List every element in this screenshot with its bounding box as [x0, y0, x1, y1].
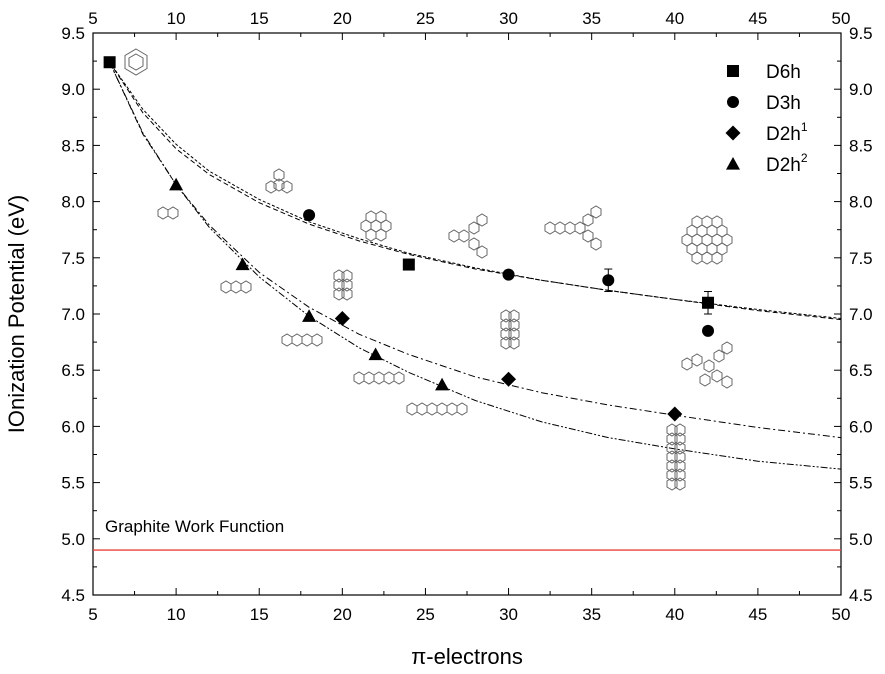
x-top-tick-label: 30	[499, 9, 518, 28]
naphthalene-molecule-icon	[157, 206, 179, 220]
y-tick-label: 5.0	[61, 530, 85, 549]
x-top-tick-label: 40	[665, 9, 684, 28]
fit-curves	[109, 61, 842, 470]
data-point-triangle	[368, 347, 383, 361]
y-tick-label: 7.5	[61, 249, 85, 268]
data-point-diamond	[667, 406, 683, 422]
coronene-molecule-icon	[360, 210, 392, 242]
y-tick-label: 9.5	[61, 24, 85, 43]
data-markers	[103, 56, 715, 422]
axis-ticks: 551010151520202525303035354040454550504.…	[61, 9, 872, 624]
branched-pah-molecule-icon	[448, 213, 488, 259]
y-tick-label: 9.0	[61, 80, 85, 99]
x-axis-title: π-electrons	[411, 644, 523, 669]
x-tick-label: 45	[748, 605, 767, 624]
legend-marker-triangle	[726, 157, 740, 170]
y-right-tick-label: 7.0	[849, 305, 873, 324]
fit-curve-dashed	[109, 61, 842, 321]
large-disc-pah-molecule-icon	[681, 215, 733, 265]
y-right-tick-label: 5.0	[849, 530, 873, 549]
x-top-tick-label: 35	[582, 9, 601, 28]
plot-frame	[92, 32, 842, 596]
data-point-circle	[602, 274, 615, 287]
molecule-sketches	[124, 48, 733, 491]
y-right-tick-label: 4.5	[849, 586, 873, 605]
x-tick-label: 40	[665, 605, 684, 624]
y-right-tick-label: 9.5	[849, 24, 873, 43]
legend-marker-diamond	[725, 125, 741, 141]
y-tick-label: 5.5	[61, 474, 85, 493]
y-tick-label: 7.0	[61, 305, 85, 324]
legend-label: D2h2	[766, 151, 808, 176]
y-right-tick-label: 6.5	[849, 361, 873, 380]
legend-label-superscript: 1	[801, 120, 808, 134]
anthracene-molecule-icon	[220, 280, 252, 294]
pentacene-molecule-icon	[353, 371, 405, 385]
y-right-tick-label: 5.5	[849, 474, 873, 493]
dibenzopyrene-molecule-icon	[333, 269, 353, 301]
data-point-square	[103, 56, 116, 69]
star-pah-molecule-icon	[544, 205, 602, 251]
legend: D6h D3h D2h1 D2h2	[725, 62, 808, 176]
y-tick-label: 8.0	[61, 193, 85, 212]
y-tick-label: 4.5	[61, 586, 85, 605]
x-top-tick-label: 45	[748, 9, 767, 28]
data-point-diamond	[334, 310, 350, 326]
tetracene-molecule-icon	[281, 333, 323, 347]
legend-label: D3h	[766, 93, 801, 114]
x-top-tick-label: 25	[416, 9, 435, 28]
triphenylene-molecule-icon	[265, 168, 293, 194]
propeller-pah-molecule-icon	[681, 341, 733, 389]
benzene-molecule-icon	[124, 48, 148, 76]
legend-marker-circle	[727, 96, 739, 108]
y-right-tick-label: 8.5	[849, 136, 873, 155]
x-top-tick-label: 15	[250, 9, 269, 28]
legend-label-superscript: 2	[801, 151, 808, 165]
legend-label: D2h1	[766, 120, 808, 145]
y-right-tick-label: 8.0	[849, 193, 873, 212]
legend-label: D6h	[766, 62, 801, 83]
data-point-circle	[702, 324, 715, 337]
y-right-tick-label: 6.0	[849, 417, 873, 436]
long-ladder-pah-molecule-icon	[666, 423, 686, 491]
data-point-triangle	[302, 309, 317, 322]
x-top-tick-label: 5	[88, 9, 97, 28]
x-tick-label: 15	[250, 605, 269, 624]
y-tick-label: 6.5	[61, 361, 85, 380]
fit-curve-dash-dot	[109, 61, 842, 439]
reference-line-group: Graphite Work Function	[93, 517, 841, 551]
x-tick-label: 20	[333, 605, 352, 624]
x-top-tick-label: 10	[167, 9, 186, 28]
y-tick-label: 6.0	[61, 417, 85, 436]
x-tick-label: 25	[416, 605, 435, 624]
data-point-circle	[303, 209, 316, 222]
x-tick-label: 10	[167, 605, 186, 624]
y-right-tick-label: 7.5	[849, 249, 873, 268]
x-tick-label: 35	[582, 605, 601, 624]
vertical-chain-pah-molecule-icon	[500, 309, 520, 350]
data-point-triangle	[169, 177, 184, 191]
y-axis-title: IOnization Potential (eV)	[4, 195, 29, 433]
y-right-tick-label: 9.0	[849, 80, 873, 99]
x-top-tick-label: 20	[333, 9, 352, 28]
y-tick-label: 8.5	[61, 136, 85, 155]
legend-marker-square	[727, 65, 739, 77]
x-tick-label: 50	[832, 605, 851, 624]
data-point-square	[702, 296, 715, 309]
fit-curve-dash-dot-dot	[109, 61, 842, 470]
x-tick-label: 5	[88, 605, 97, 624]
data-point-square	[402, 258, 415, 271]
data-point-triangle	[435, 377, 450, 391]
data-point-circle	[502, 268, 515, 281]
graphite-work-function-label: Graphite Work Function	[105, 517, 284, 536]
x-top-tick-label: 50	[832, 9, 851, 28]
data-point-triangle	[235, 257, 250, 271]
hexacene-molecule-icon	[406, 402, 468, 416]
x-tick-label: 30	[499, 605, 518, 624]
data-point-diamond	[501, 371, 517, 387]
